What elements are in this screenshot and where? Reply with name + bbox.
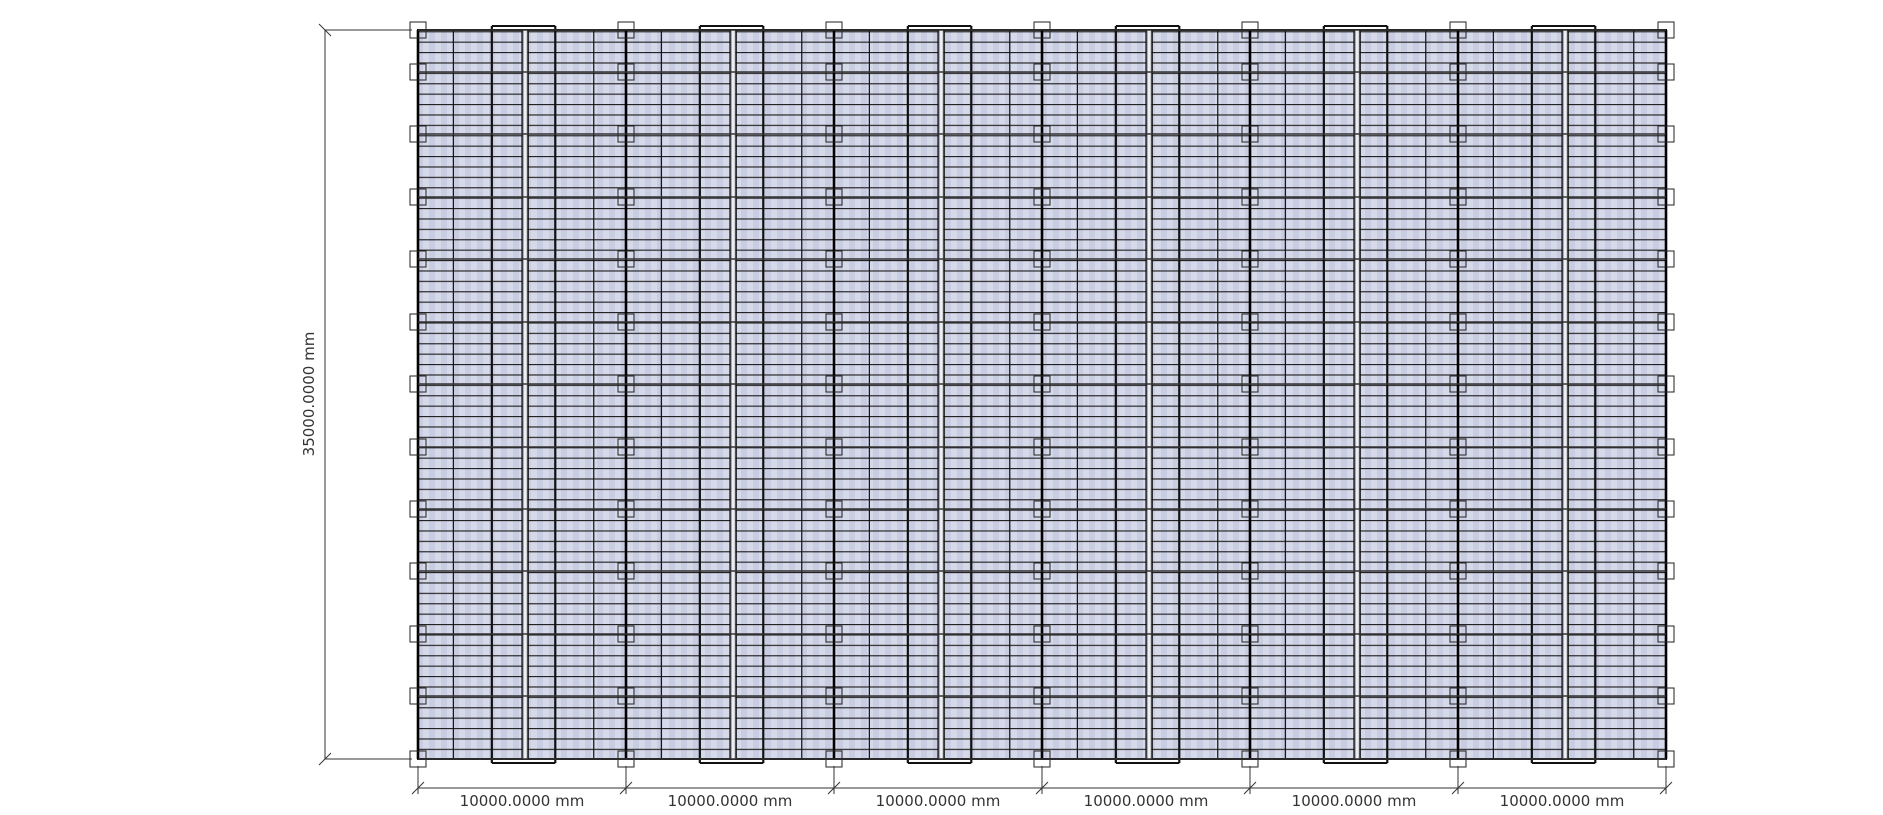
walkway <box>1354 29 1360 760</box>
height-label: 35000.0000 mm <box>300 332 318 457</box>
walkway <box>938 29 944 760</box>
vertical-dimension <box>318 23 412 766</box>
walkway <box>1146 29 1152 760</box>
width-label: 10000.0000 mm <box>668 792 793 810</box>
walkway <box>1562 29 1568 760</box>
width-label: 10000.0000 mm <box>1292 792 1417 810</box>
width-label: 10000.0000 mm <box>876 792 1001 810</box>
walkway <box>522 29 528 760</box>
width-label: 10000.0000 mm <box>1084 792 1209 810</box>
horizontal-dimension <box>411 766 1673 795</box>
walkway <box>730 29 736 760</box>
width-label: 10000.0000 mm <box>1500 792 1625 810</box>
width-label: 10000.0000 mm <box>460 792 585 810</box>
structure <box>409 21 1675 768</box>
